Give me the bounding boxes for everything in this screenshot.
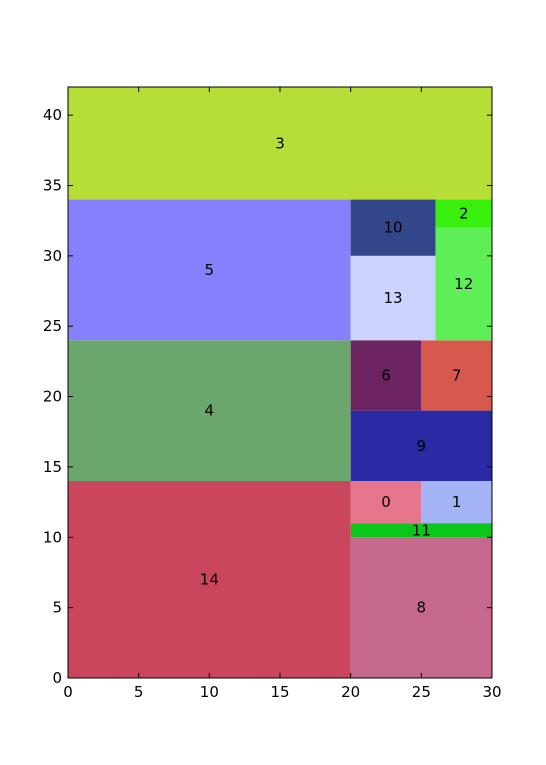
treemap-rect-4	[68, 340, 351, 481]
y-tick-label: 35	[43, 177, 62, 195]
treemap-label-8: 8	[417, 599, 427, 617]
treemap-rect-11	[350, 523, 492, 538]
y-tick-label: 25	[43, 317, 62, 335]
y-tick-label: 40	[43, 106, 62, 124]
treemap-label-4: 4	[205, 402, 215, 420]
treemap-label-5: 5	[205, 261, 215, 279]
y-tick-label: 15	[43, 458, 62, 476]
treemap-label-10: 10	[384, 219, 403, 237]
treemap-rect-6	[350, 340, 422, 411]
treemap-rect-8	[350, 537, 492, 678]
treemap-label-13: 13	[384, 289, 403, 307]
x-tick-label: 10	[200, 683, 219, 701]
y-tick-label: 10	[43, 528, 62, 546]
treemap-rect-3	[68, 87, 492, 200]
x-tick-label: 15	[270, 683, 289, 701]
x-tick-label: 25	[412, 683, 431, 701]
treemap-label-9: 9	[417, 437, 427, 455]
treemap-rect-7	[421, 340, 492, 411]
treemap-rect-1	[421, 481, 492, 524]
treemap-label-14: 14	[200, 571, 219, 589]
x-axis-ticks: 0 5 10 15 20 25 30	[63, 87, 502, 701]
treemap-label-12: 12	[454, 275, 473, 293]
x-tick-label: 30	[482, 683, 501, 701]
rectangles-layer	[68, 87, 492, 678]
x-tick-label: 0	[63, 683, 73, 701]
x-tick-label: 20	[341, 683, 360, 701]
treemap-label-0: 0	[381, 493, 391, 511]
y-tick-label: 0	[52, 669, 62, 687]
treemap-label-7: 7	[452, 366, 462, 384]
treemap-rect-0	[350, 481, 422, 524]
treemap-rect-9	[350, 410, 492, 481]
y-tick-label: 20	[43, 388, 62, 406]
treemap-label-3: 3	[275, 134, 285, 152]
y-tick-label: 5	[52, 599, 62, 617]
treemap-rect-10	[350, 199, 436, 256]
treemap-rect-2	[435, 199, 492, 228]
y-tick-label: 30	[43, 247, 62, 265]
treemap-label-6: 6	[381, 366, 391, 384]
treemap-rect-5	[68, 199, 351, 341]
treemap-label-2: 2	[459, 205, 469, 223]
treemap-rect-14	[68, 481, 351, 678]
x-tick-label: 5	[134, 683, 144, 701]
treemap-label-11: 11	[412, 521, 431, 539]
treemap-label-1: 1	[452, 493, 462, 511]
treemap-rect-13	[350, 255, 436, 341]
treemap-rect-12	[435, 227, 492, 341]
